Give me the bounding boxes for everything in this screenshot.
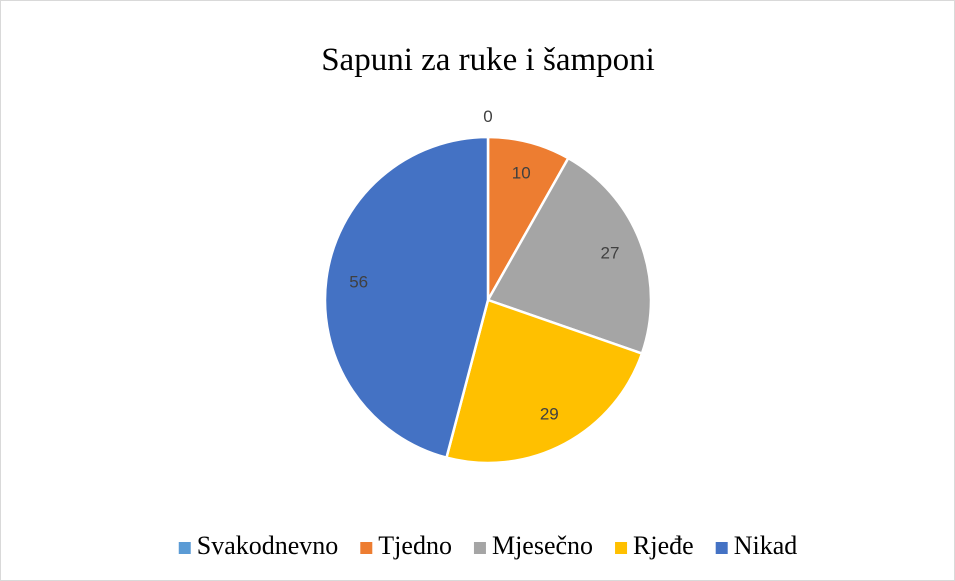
legend-swatch [178,542,191,554]
data-label: 56 [349,273,368,292]
pie-slice [323,135,490,460]
legend-swatch [715,542,728,554]
legend-swatch [615,542,628,554]
legend-swatch [473,542,486,554]
pie-slice [444,298,644,465]
data-label: 27 [601,243,620,262]
legend-label: Svakodnevno [197,531,339,560]
data-label: 0 [483,107,492,126]
pie-slice [486,156,653,356]
legend-label: Mjesečno [492,531,593,560]
data-label: 10 [512,163,531,182]
legend-swatch [360,542,373,554]
legend-label: Rjeđe [633,531,694,560]
chart-title: Sapuni za ruke i šamponi [321,42,655,78]
data-label: 29 [540,405,559,424]
legend-label: Tjedno [378,531,452,560]
legend-label: Nikad [734,531,798,560]
